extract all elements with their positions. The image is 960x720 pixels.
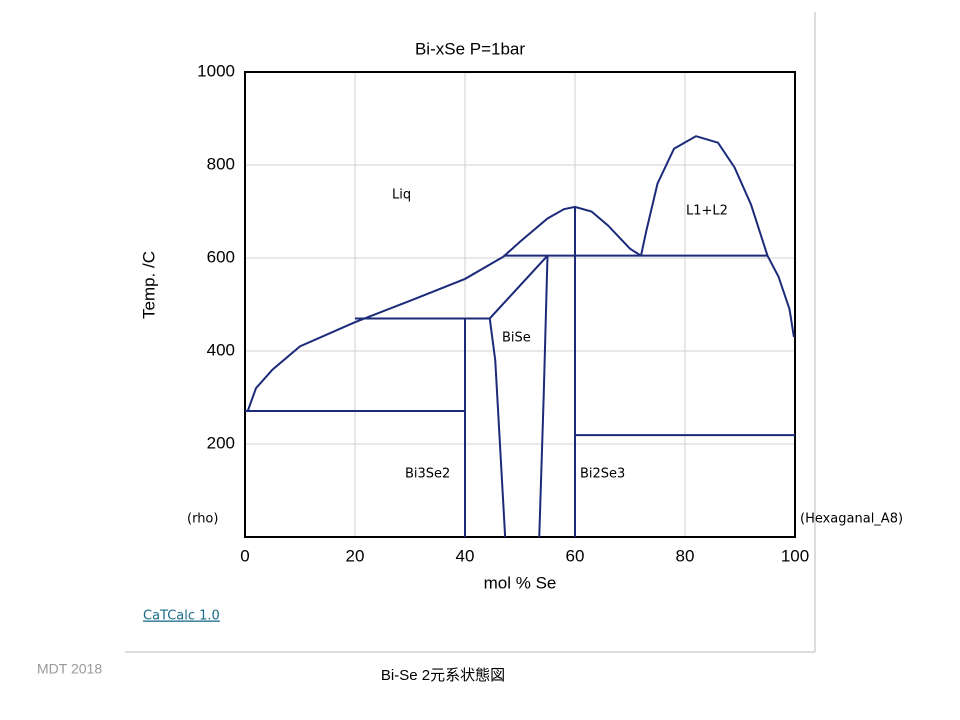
y-tick-label: 600 [207,247,235,266]
y-tick-label: 200 [207,433,235,452]
x-tick-label: 60 [566,546,585,565]
region-label: (rho) [187,512,218,527]
phase-boundary [502,205,642,258]
region-label: Bi3Se2 [405,467,450,482]
y-tick-label: 1000 [197,61,235,80]
footer-caption: Bi-Se 2元系状態図 [381,667,505,684]
region-label: Bi2Se3 [580,467,625,482]
y-axis-label: Temp. /C [139,251,158,319]
region-label: (Hexaganal_A8) [800,512,903,527]
phase-boundary [488,318,507,538]
x-tick-label: 80 [676,546,695,565]
x-tick-label: 100 [781,546,809,565]
footer-left: MDT 2018 [37,661,102,677]
phase-boundary [246,255,505,412]
plot-frame [244,71,796,538]
x-axis-label: mol % Se [484,573,557,592]
phase-boundary [489,254,549,320]
phase-boundary [640,135,769,256]
chart-title: Bi-xSe P=1bar [415,39,525,58]
phase-boundary [538,255,549,538]
y-tick-label: 400 [207,340,235,359]
region-label: L1+L2 [686,204,728,219]
region-label: BiSe [502,331,531,346]
y-tick-label: 800 [207,154,235,173]
phase-boundary [766,255,795,338]
x-tick-label: 20 [346,546,365,565]
x-tick-label: 40 [456,546,475,565]
link[interactable]: CaTCalc 1.0 [143,609,220,624]
region-label: Liq [392,188,411,203]
x-tick-label: 0 [240,546,249,565]
